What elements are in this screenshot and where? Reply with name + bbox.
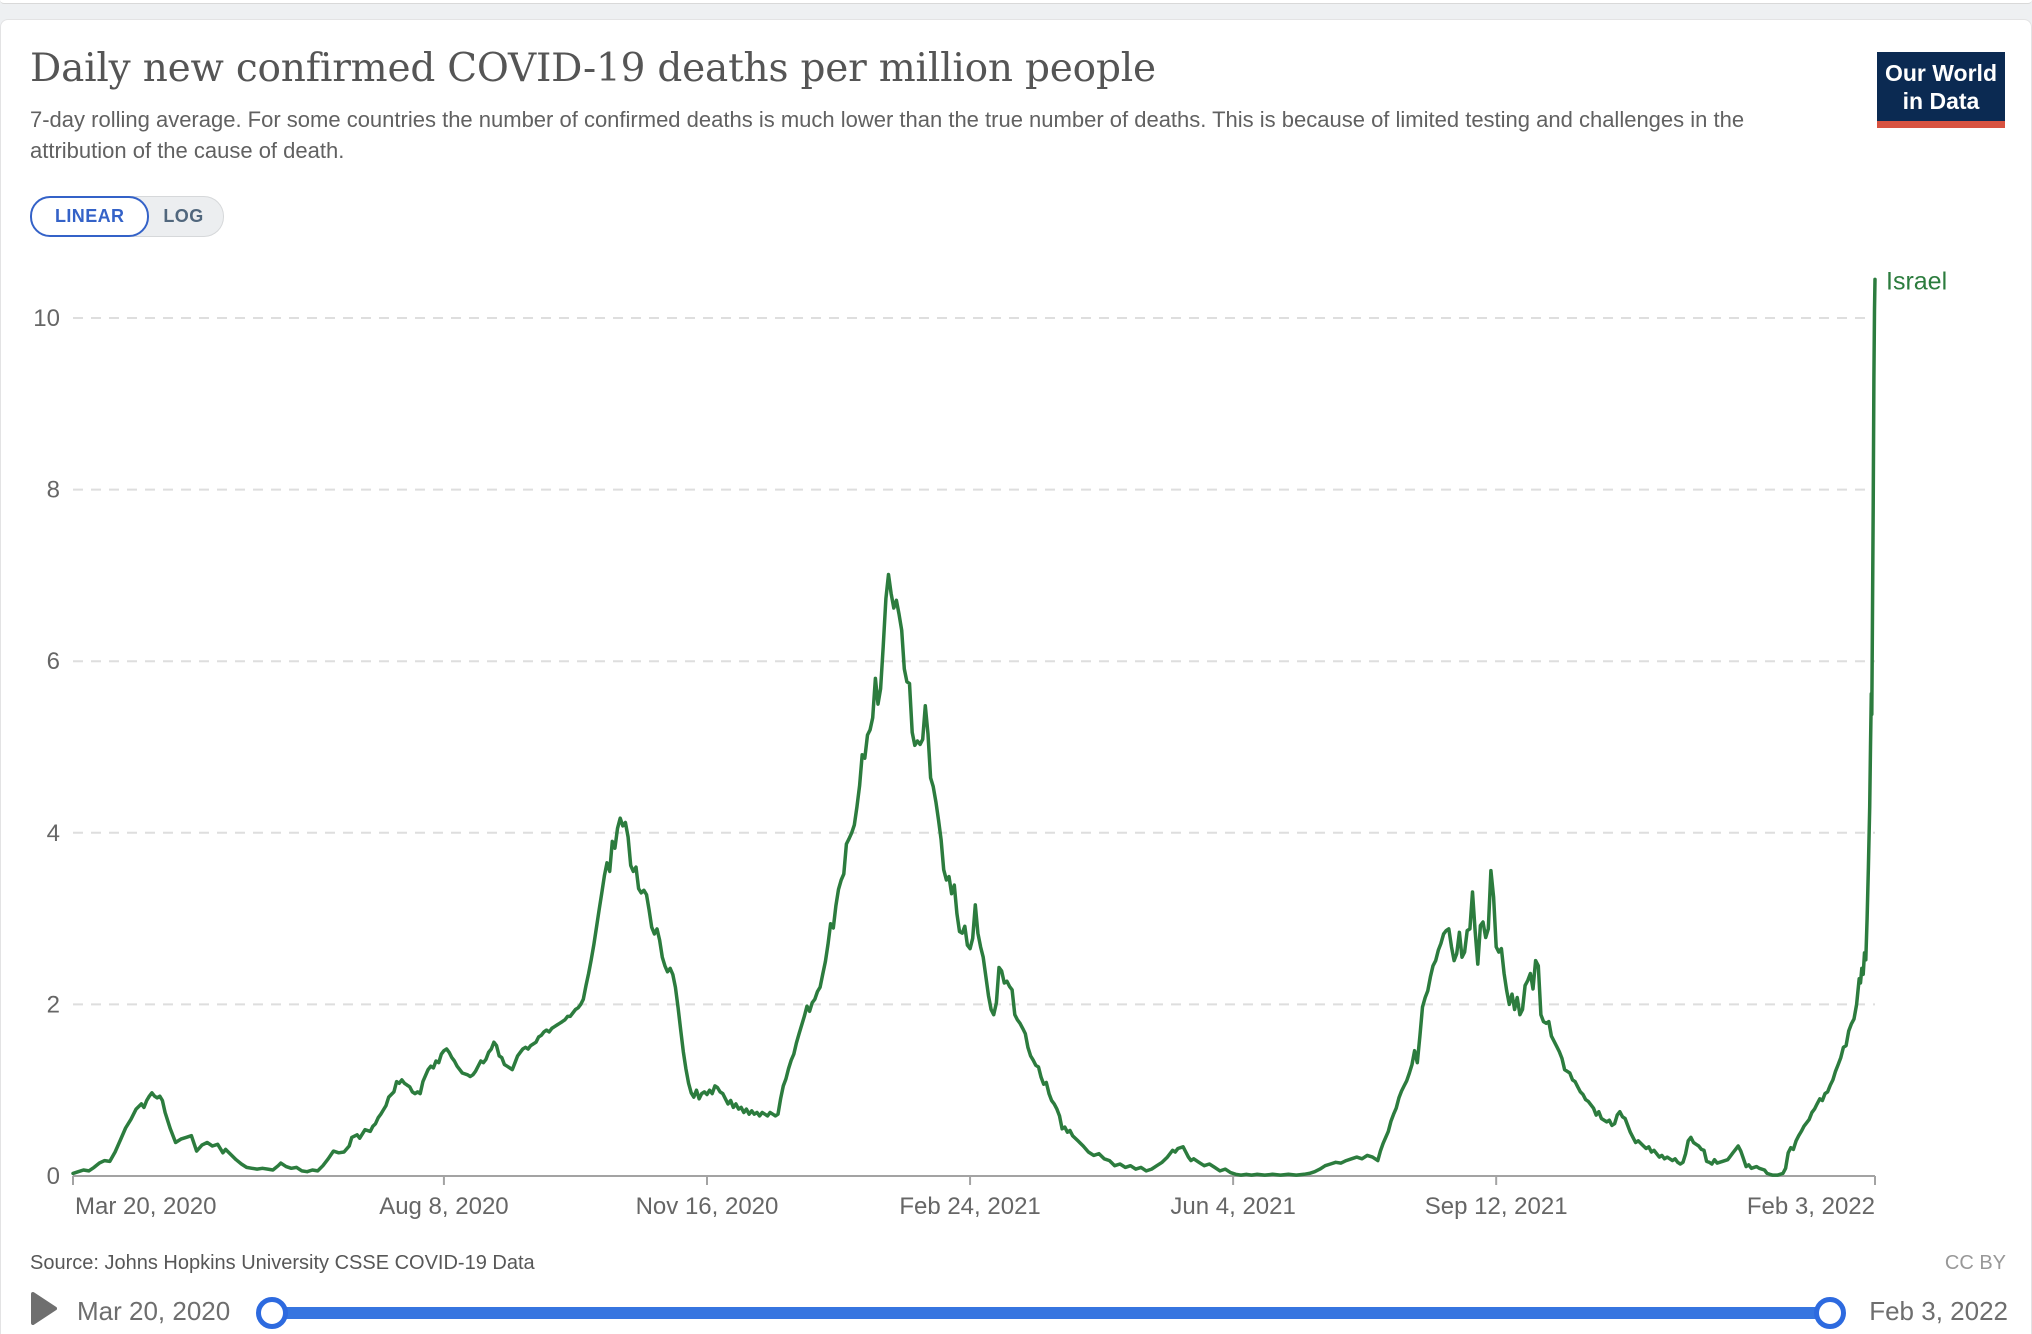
series-entity-label: Israel bbox=[1886, 267, 1947, 295]
y-tick-label: 4 bbox=[47, 820, 60, 847]
y-tick-label: 10 bbox=[33, 305, 60, 332]
x-tick-label: Jun 4, 2021 bbox=[1170, 1193, 1295, 1220]
page-subtitle: 7-day rolling average. For some countrie… bbox=[30, 107, 1745, 163]
x-tick-label: Feb 24, 2021 bbox=[899, 1193, 1040, 1220]
play-icon[interactable] bbox=[31, 1292, 57, 1325]
source-text: Source: Johns Hopkins University CSSE CO… bbox=[30, 1252, 535, 1274]
scale-toggle: LINEAR LOG bbox=[30, 196, 224, 237]
owid-logo: Our World in Data bbox=[1877, 52, 2005, 128]
linear-button[interactable]: LINEAR bbox=[30, 196, 150, 237]
y-tick-label: 8 bbox=[47, 477, 60, 504]
timeline-slider-track[interactable] bbox=[272, 1307, 1830, 1319]
x-tick-label: Mar 20, 2020 bbox=[75, 1193, 216, 1220]
timeline-handle-end[interactable] bbox=[1814, 1297, 1846, 1329]
y-tick-label: 2 bbox=[47, 991, 60, 1018]
timeline-handle-start[interactable] bbox=[256, 1297, 288, 1329]
license-text: CC BY bbox=[1944, 1252, 2006, 1274]
owid-logo-line1: Our World bbox=[1884, 60, 1997, 86]
x-tick-label: Sep 12, 2021 bbox=[1425, 1193, 1568, 1220]
x-tick-label: Feb 3, 2022 bbox=[1747, 1193, 1875, 1220]
owid-logo-line2: in Data bbox=[1902, 88, 1980, 114]
timeline-start-date: Mar 20, 2020 bbox=[77, 1296, 231, 1326]
y-tick-label: 0 bbox=[47, 1163, 60, 1190]
chart-card bbox=[0, 19, 2032, 1334]
page-title: Daily new confirmed COVID-19 deaths per … bbox=[30, 46, 1156, 91]
x-tick-label: Nov 16, 2020 bbox=[636, 1193, 779, 1220]
x-tick-label: Aug 8, 2020 bbox=[379, 1193, 508, 1220]
timeline-end-date: Feb 3, 2022 bbox=[1869, 1296, 2008, 1326]
top-strip bbox=[0, 0, 2032, 4]
y-tick-label: 6 bbox=[47, 648, 60, 675]
israel-line[interactable] bbox=[71, 277, 1877, 1177]
